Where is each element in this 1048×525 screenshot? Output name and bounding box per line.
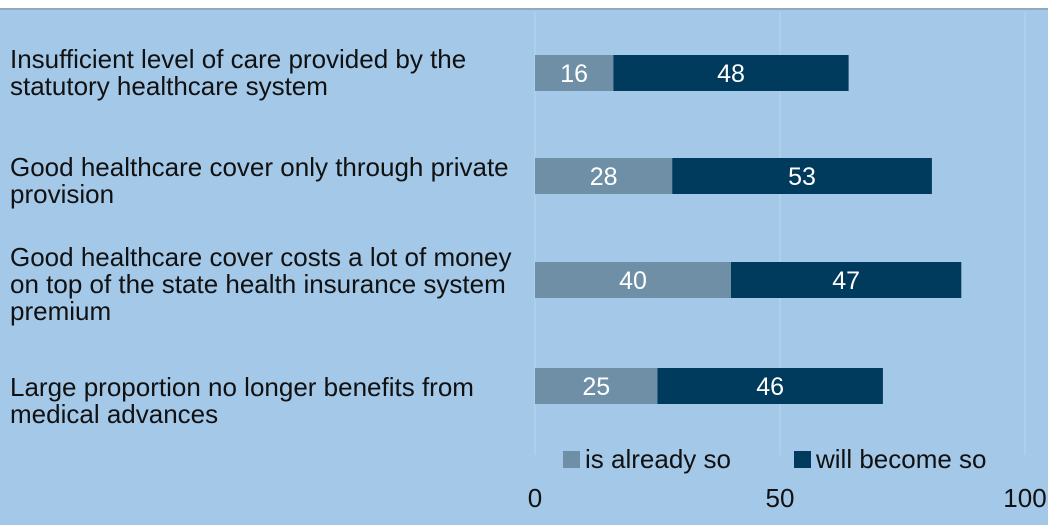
category-label-1: Insufficient level of care provided by t…	[10, 44, 467, 101]
top-border	[0, 0, 1048, 8]
legend-label-will-become: will become so	[815, 444, 987, 474]
x-tick-label-1: 0	[528, 483, 542, 513]
bar-already-4	[535, 368, 658, 404]
category-label-3: Good healthcare cover costs a lot of mon…	[10, 242, 512, 326]
bar-will-become-1	[613, 55, 849, 91]
bar-already-2	[535, 158, 673, 194]
top-border-shadow	[0, 8, 1048, 10]
x-tick-label-2: 50	[766, 483, 795, 513]
legend-label-already: is already so	[585, 444, 731, 474]
data-label-already-3: 40	[619, 267, 647, 295]
data-label-already-2: 28	[590, 163, 618, 191]
data-label-already-4: 25	[582, 373, 610, 401]
data-label-will-become-1: 48	[717, 60, 745, 88]
bar-already-3	[535, 262, 731, 298]
bar-will-become-4	[657, 368, 883, 404]
x-tick-label-3: 100	[1003, 483, 1046, 513]
legend-swatch-will-become	[794, 451, 811, 468]
data-label-will-become-4: 46	[756, 373, 784, 401]
category-label-4: Large proportion no longer benefits from…	[10, 372, 474, 429]
data-label-will-become-3: 47	[832, 267, 860, 295]
legend-swatch-already	[563, 451, 580, 468]
bar-will-become-2	[672, 158, 932, 194]
data-label-already-1: 16	[560, 60, 588, 88]
data-label-will-become-2: 53	[788, 163, 816, 191]
category-label-2: Good healthcare cover only through priva…	[10, 152, 509, 209]
bar-already-1	[535, 55, 614, 91]
bar-will-become-3	[731, 262, 962, 298]
